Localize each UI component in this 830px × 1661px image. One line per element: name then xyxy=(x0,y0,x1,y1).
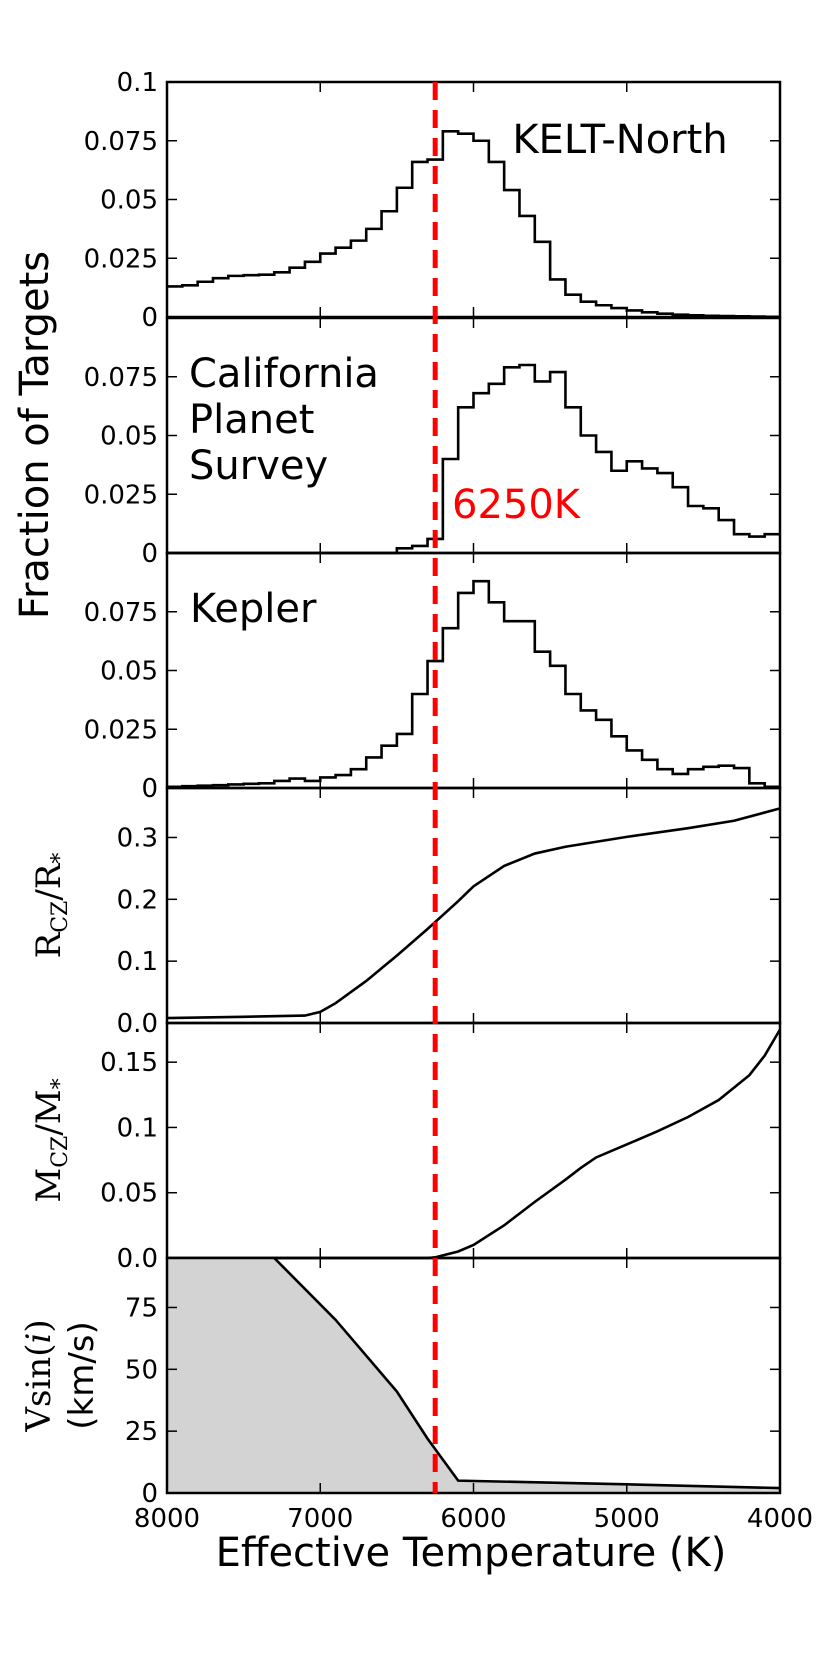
y-tick-label: 0.1 xyxy=(117,68,158,98)
y-tick-label: 0 xyxy=(141,303,158,333)
histogram-3 xyxy=(167,579,780,789)
panel-1: 0 0.025 0.05 0.075 0.1 KELT-North xyxy=(84,68,782,333)
histogram-1 xyxy=(167,130,780,319)
y-axis-label-convective-zone-radius: RCZ/R* xyxy=(29,853,73,959)
x-axis-label: Effective Temperature (K) xyxy=(216,1530,727,1576)
x-tick-label: 6000 xyxy=(440,1504,506,1534)
y-axis-label-part: CZ xyxy=(48,1136,73,1168)
y-tick-label: 0.025 xyxy=(84,715,158,745)
shared-y-axis-label: Fraction of Targets xyxy=(12,251,58,619)
annotation-kepler: Kepler xyxy=(190,586,317,632)
y-tick-label: 0 xyxy=(141,539,158,569)
panel-3: 0 0.025 0.05 0.075 Kepler xyxy=(84,551,782,804)
y-axis-label-part: ) xyxy=(19,1319,59,1332)
annotation-line: California xyxy=(189,351,379,397)
y-tick-label: 0.0 xyxy=(117,1244,158,1274)
x-tick-label: 8000 xyxy=(134,1504,200,1534)
y-axis-label-part: /R xyxy=(29,862,69,900)
y-tick-label: 0.05 xyxy=(100,422,158,452)
y-tick-label: 0.075 xyxy=(84,363,158,393)
y-tick-label: 0.05 xyxy=(100,1179,158,1209)
y-axis-label-vsini: Vsin(i) xyxy=(19,1319,59,1432)
y-tick-label: 0 xyxy=(141,774,158,804)
y-tick-label: 0.025 xyxy=(84,244,158,274)
y-axis-label-part: i xyxy=(19,1333,59,1344)
y-tick-label: 0 xyxy=(141,1479,158,1509)
panel-2: 0 0.025 0.05 0.075 California Planet Survey xyxy=(84,316,782,569)
y-axis-label-part: sin( xyxy=(19,1344,59,1407)
y-tick-label: 0.1 xyxy=(117,947,158,977)
annotation-line: Planet xyxy=(189,397,314,443)
panels-group: 00.0250.050.0750.1KELT-North00.0250.050.… xyxy=(19,68,782,1509)
panel-frame xyxy=(165,1021,782,1260)
y-axis-label-part: R xyxy=(29,931,69,958)
y-tick-label: 0.075 xyxy=(84,127,158,157)
y-tick-label: 0.1 xyxy=(117,1113,158,1143)
curve-convective-zone-radius xyxy=(166,807,781,1020)
y-axis-label-convective-zone-mass: MCZ/M* xyxy=(29,1078,73,1202)
y-axis-label-part: V xyxy=(19,1406,59,1433)
vsini-shaded-region xyxy=(167,1258,780,1493)
y-axis-label-vsini-units: (km/s) xyxy=(62,1321,102,1430)
y-axis-label-part: * xyxy=(48,853,73,864)
x-tick-label: 4000 xyxy=(747,1504,813,1534)
y-tick-label: 0.2 xyxy=(117,885,158,915)
x-tick-label: 5000 xyxy=(594,1504,660,1534)
labels-group: Effective Temperature (K) Fraction of Ta… xyxy=(12,251,726,1576)
curve-convective-zone-mass xyxy=(167,1028,782,1260)
overlay-group: 8000 7000 6000 5000 4000 6250K xyxy=(134,82,813,1534)
panel-frame xyxy=(165,1256,782,1495)
y-tick-label: 0.0 xyxy=(117,1009,158,1039)
y-axis-label-part: * xyxy=(48,1078,73,1089)
y-tick-label: 0.075 xyxy=(84,598,158,628)
y-tick-label: 75 xyxy=(125,1293,158,1323)
y-tick-label: 50 xyxy=(125,1355,158,1385)
y-axis-label-part: M xyxy=(29,1168,69,1203)
y-tick-label: 0.05 xyxy=(100,186,158,216)
y-tick-label: 0.025 xyxy=(84,480,158,510)
panel-5: 0.0 0.05 0.1 0.15 MCZ/M* xyxy=(29,1021,782,1274)
y-tick-label: 0.3 xyxy=(117,823,158,853)
y-tick-label: 0.15 xyxy=(100,1048,158,1078)
panel-4: 0.0 0.1 0.2 0.3 RCZ/R* xyxy=(29,786,782,1039)
threshold-label: 6250K xyxy=(452,482,582,528)
y-tick-label: 25 xyxy=(125,1417,158,1447)
y-axis-label-part: CZ xyxy=(48,901,73,933)
panel-6: 0 25 50 75 Vsin(i) (km/s) xyxy=(19,1256,782,1509)
panel-frame xyxy=(165,786,782,1025)
annotation-california-planet-survey: California Planet Survey xyxy=(189,351,379,489)
annotation-kelt-north: KELT-North xyxy=(512,117,727,163)
y-tick-label: 0.05 xyxy=(100,657,158,687)
x-tick-label: 7000 xyxy=(287,1504,353,1534)
annotation-line: Survey xyxy=(189,443,328,489)
y-axis-label-part: /M xyxy=(29,1089,69,1135)
